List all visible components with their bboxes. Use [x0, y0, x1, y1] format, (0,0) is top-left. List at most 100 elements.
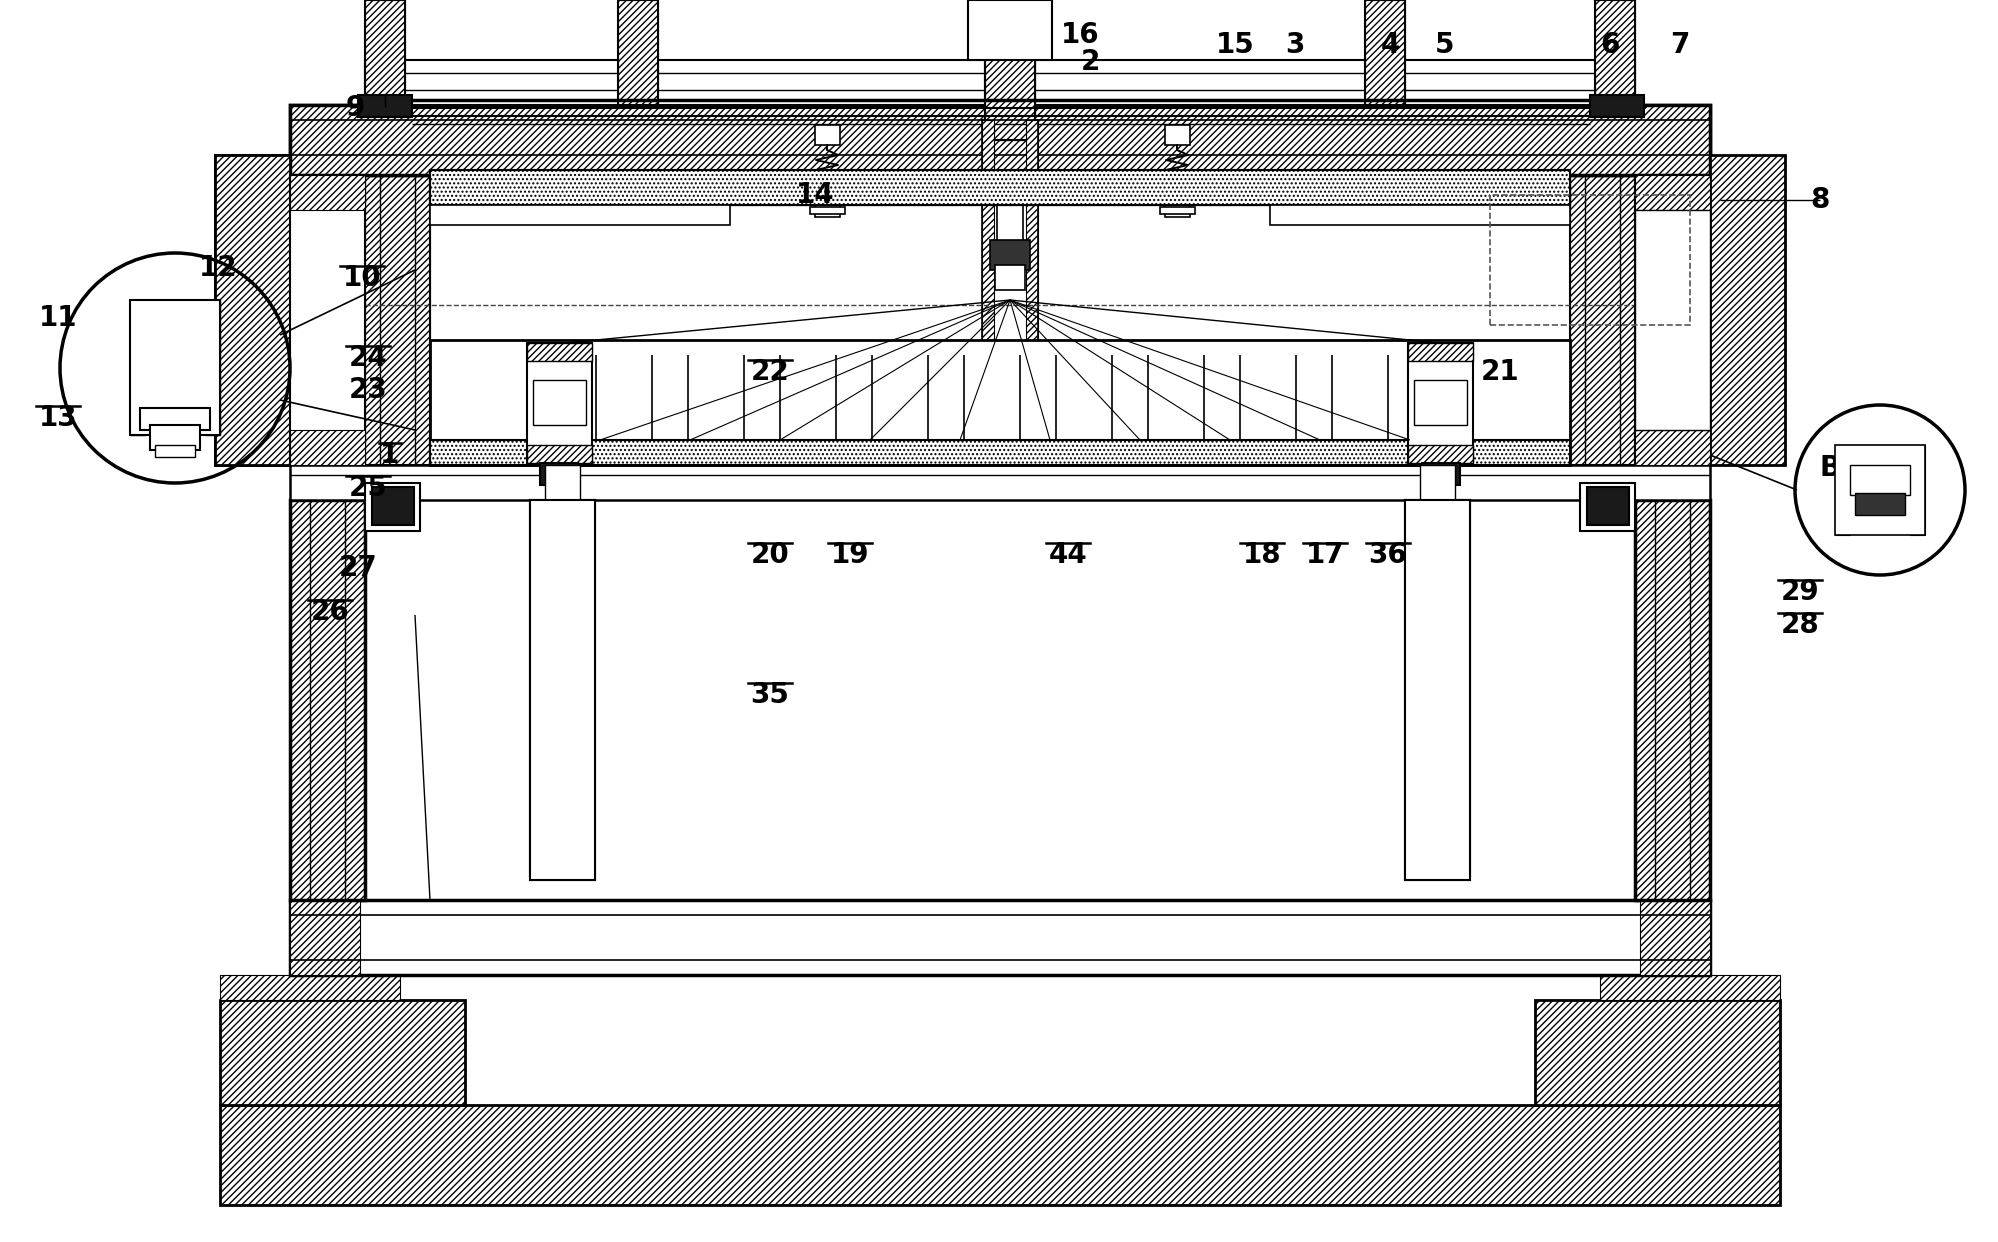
Bar — [1165, 125, 1189, 145]
Text: 29: 29 — [1780, 578, 1818, 606]
Bar — [130, 301, 220, 435]
Bar — [997, 185, 1023, 245]
Bar — [220, 1105, 1778, 1205]
Bar — [1269, 205, 1568, 225]
Bar — [220, 975, 400, 1000]
Bar — [1708, 155, 1784, 465]
Bar — [290, 465, 1708, 501]
Bar — [216, 155, 290, 465]
Bar — [1165, 205, 1189, 217]
Text: 12: 12 — [198, 255, 238, 282]
Bar — [372, 487, 414, 525]
Text: 35: 35 — [749, 681, 789, 709]
Bar — [290, 900, 360, 975]
Bar — [985, 0, 1035, 140]
Bar — [981, 120, 1037, 370]
Text: 2: 2 — [1079, 48, 1099, 76]
Bar — [156, 445, 196, 457]
Text: 14: 14 — [795, 181, 833, 209]
Bar — [1594, 0, 1634, 106]
Text: 17: 17 — [1305, 542, 1343, 569]
Bar — [967, 0, 1051, 60]
Text: 24: 24 — [348, 344, 388, 373]
Bar — [220, 1105, 1778, 1205]
Bar — [290, 501, 366, 900]
Bar — [430, 170, 1568, 205]
Bar — [527, 445, 591, 463]
Bar — [1568, 175, 1634, 465]
Bar — [1634, 430, 1708, 465]
Bar — [527, 343, 591, 361]
Bar — [216, 155, 290, 465]
Bar — [1638, 900, 1708, 975]
Text: 8: 8 — [1810, 186, 1828, 214]
Bar — [1708, 155, 1784, 465]
Bar — [1025, 120, 1037, 370]
Bar — [130, 301, 146, 435]
Text: 19: 19 — [831, 542, 869, 569]
Bar — [1834, 445, 1924, 535]
Bar — [366, 0, 406, 106]
Bar — [430, 170, 1568, 205]
Bar — [1834, 445, 1848, 535]
Bar — [1594, 0, 1634, 106]
Text: 4: 4 — [1381, 31, 1399, 60]
Bar — [529, 501, 595, 881]
Bar — [1634, 175, 1708, 465]
Bar — [809, 207, 845, 214]
Bar — [1908, 445, 1924, 535]
Bar — [989, 240, 1029, 270]
Text: 36: 36 — [1369, 542, 1407, 569]
Bar — [290, 175, 366, 465]
Text: 44: 44 — [1049, 542, 1087, 569]
Bar — [430, 340, 1568, 465]
Bar — [1405, 501, 1469, 881]
Bar — [1578, 483, 1634, 532]
Bar — [539, 463, 577, 484]
Bar — [1634, 175, 1708, 210]
Bar — [981, 120, 993, 370]
Bar — [1419, 465, 1455, 501]
Bar — [989, 345, 1029, 356]
Bar — [220, 1000, 466, 1105]
Bar — [1634, 501, 1708, 900]
Text: 20: 20 — [751, 542, 789, 569]
Bar — [529, 501, 595, 881]
Bar — [1407, 343, 1473, 463]
Bar — [290, 106, 1708, 175]
Bar — [1598, 975, 1778, 1000]
Bar — [366, 60, 1634, 106]
Bar — [1405, 501, 1469, 881]
Bar — [1421, 463, 1459, 484]
Bar — [617, 0, 657, 106]
Bar — [358, 94, 412, 117]
Text: 1: 1 — [380, 441, 400, 469]
Bar — [1534, 1000, 1778, 1105]
Bar — [366, 483, 420, 532]
Bar — [206, 301, 220, 435]
Bar — [220, 1000, 466, 1105]
Bar — [290, 501, 366, 900]
Bar — [1407, 343, 1473, 361]
Bar — [430, 205, 729, 225]
Text: 10: 10 — [342, 265, 382, 292]
Bar — [1588, 94, 1642, 117]
Text: 26: 26 — [310, 597, 350, 626]
Bar — [533, 380, 585, 425]
Bar — [1159, 207, 1195, 214]
Bar — [1489, 195, 1688, 325]
Bar — [1848, 465, 1908, 496]
Text: 27: 27 — [338, 554, 378, 582]
Text: 3: 3 — [1285, 31, 1305, 60]
Text: 6: 6 — [1600, 31, 1618, 60]
Bar — [1534, 1000, 1778, 1105]
Text: 15: 15 — [1215, 31, 1255, 60]
Bar — [1854, 493, 1904, 515]
Bar — [430, 440, 1568, 465]
Text: 7: 7 — [1670, 31, 1688, 60]
Bar — [545, 465, 579, 501]
Bar — [1568, 175, 1634, 465]
Bar — [815, 125, 839, 145]
Bar — [430, 170, 1568, 205]
Bar — [290, 430, 366, 465]
